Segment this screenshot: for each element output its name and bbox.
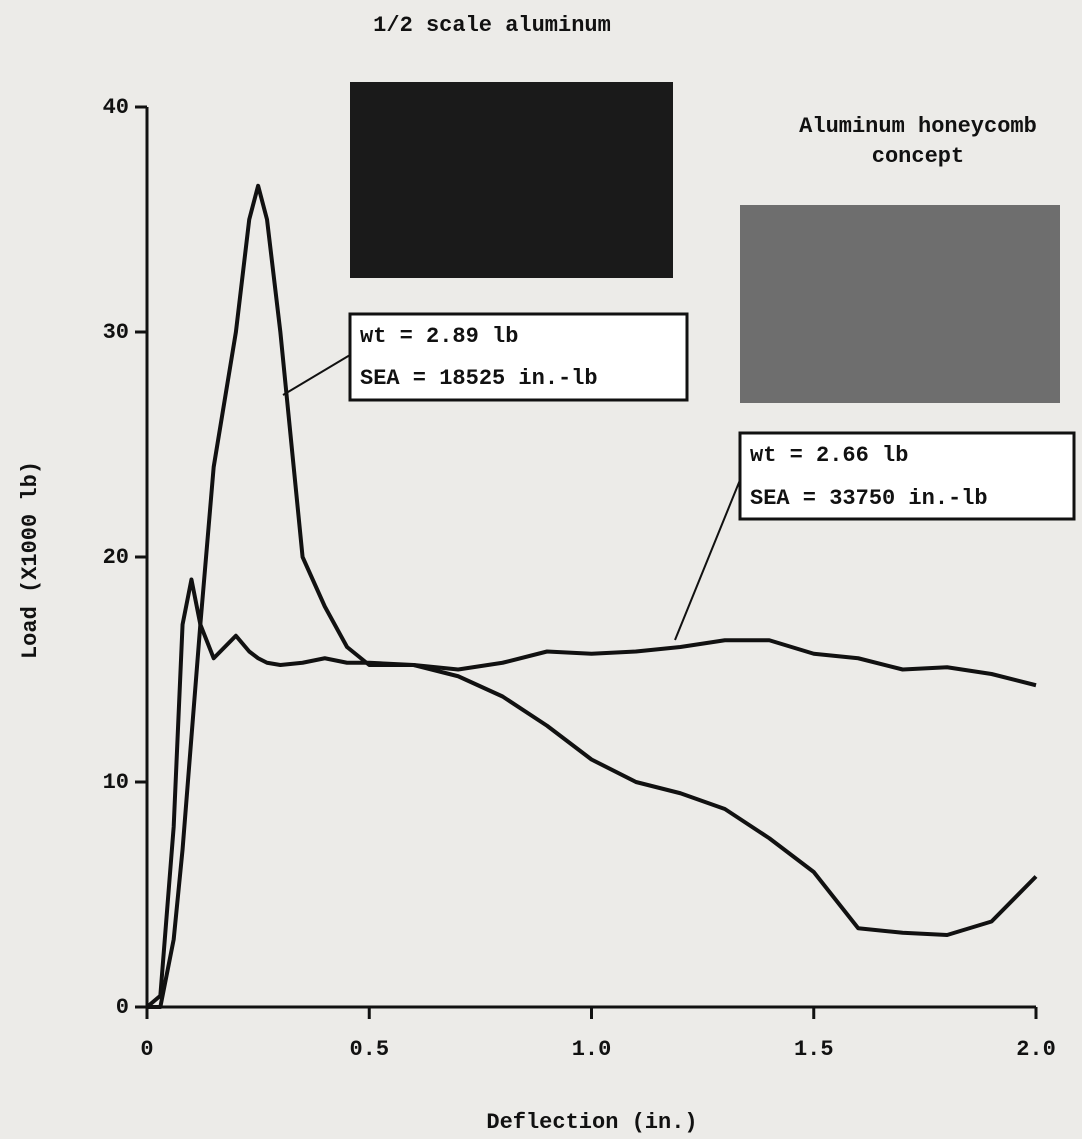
x-axis-label: Deflection (in.) — [486, 1110, 697, 1135]
x-tick-label: 1.0 — [572, 1037, 612, 1062]
leader-line — [674, 479, 741, 641]
x-tick-label: 2.0 — [1016, 1037, 1056, 1062]
annotation-box — [348, 312, 689, 402]
photo-caption: concept — [872, 144, 964, 169]
y-tick-label: 0 — [116, 995, 129, 1020]
y-axis-label: Load (X1000 lb) — [18, 461, 43, 659]
annotation: wt = 2.89 lb — [360, 324, 518, 349]
photo — [350, 82, 673, 278]
x-tick-label: 0 — [140, 1037, 153, 1062]
annotation: SEA = 33750 in.-lb — [750, 486, 988, 511]
y-tick-label: 40 — [103, 95, 129, 120]
x-tick-label: 1.5 — [794, 1037, 834, 1062]
annotation-box — [738, 431, 1076, 521]
annotation: SEA = 18525 in.-lb — [360, 366, 598, 391]
x-tick-label: 0.5 — [349, 1037, 389, 1062]
leader-line — [282, 354, 351, 396]
y-tick-label: 10 — [103, 770, 129, 795]
photo-caption: 1/2 scale aluminum — [373, 13, 611, 38]
photo — [740, 205, 1060, 403]
annotation: wt = 2.66 lb — [750, 443, 908, 468]
y-tick-label: 20 — [103, 545, 129, 570]
y-tick-label: 30 — [103, 320, 129, 345]
photo-caption: Aluminum honeycomb — [799, 114, 1037, 139]
series-line — [145, 577, 1037, 1009]
